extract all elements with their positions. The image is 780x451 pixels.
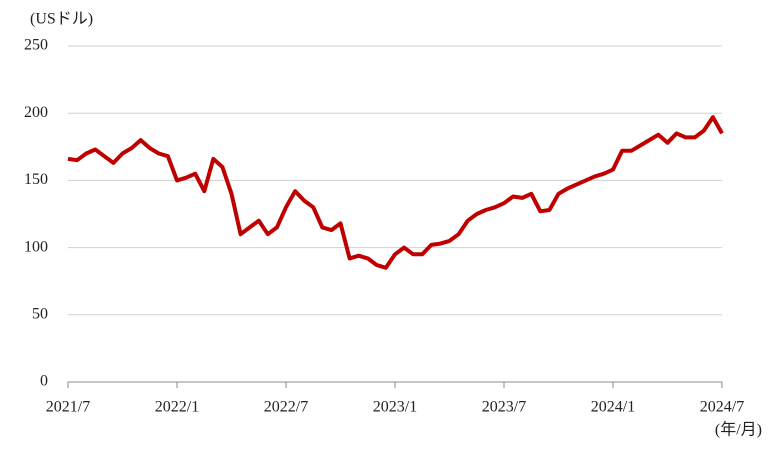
x-tick-label: 2021/7 bbox=[46, 399, 90, 416]
y-tick-label: 150 bbox=[24, 171, 48, 188]
x-tick-label: 2023/7 bbox=[482, 399, 526, 416]
y-tick-label: 250 bbox=[24, 37, 48, 54]
price-line bbox=[67, 115, 724, 270]
y-tick-label: 0 bbox=[40, 373, 48, 390]
x-unit-label: (年/月) bbox=[715, 421, 762, 439]
x-tick-label: 2022/7 bbox=[264, 399, 308, 416]
x-tick-label: 2024/7 bbox=[700, 399, 744, 416]
x-tick-label: 2024/1 bbox=[591, 399, 635, 416]
x-tick-label: 2023/1 bbox=[373, 399, 417, 416]
y-unit-label: (USドル) bbox=[30, 11, 93, 28]
y-tick-label: 50 bbox=[32, 305, 48, 322]
x-tick-label: 2022/1 bbox=[155, 399, 199, 416]
y-tick-label: 100 bbox=[24, 238, 48, 255]
y-tick-label: 200 bbox=[24, 104, 48, 121]
